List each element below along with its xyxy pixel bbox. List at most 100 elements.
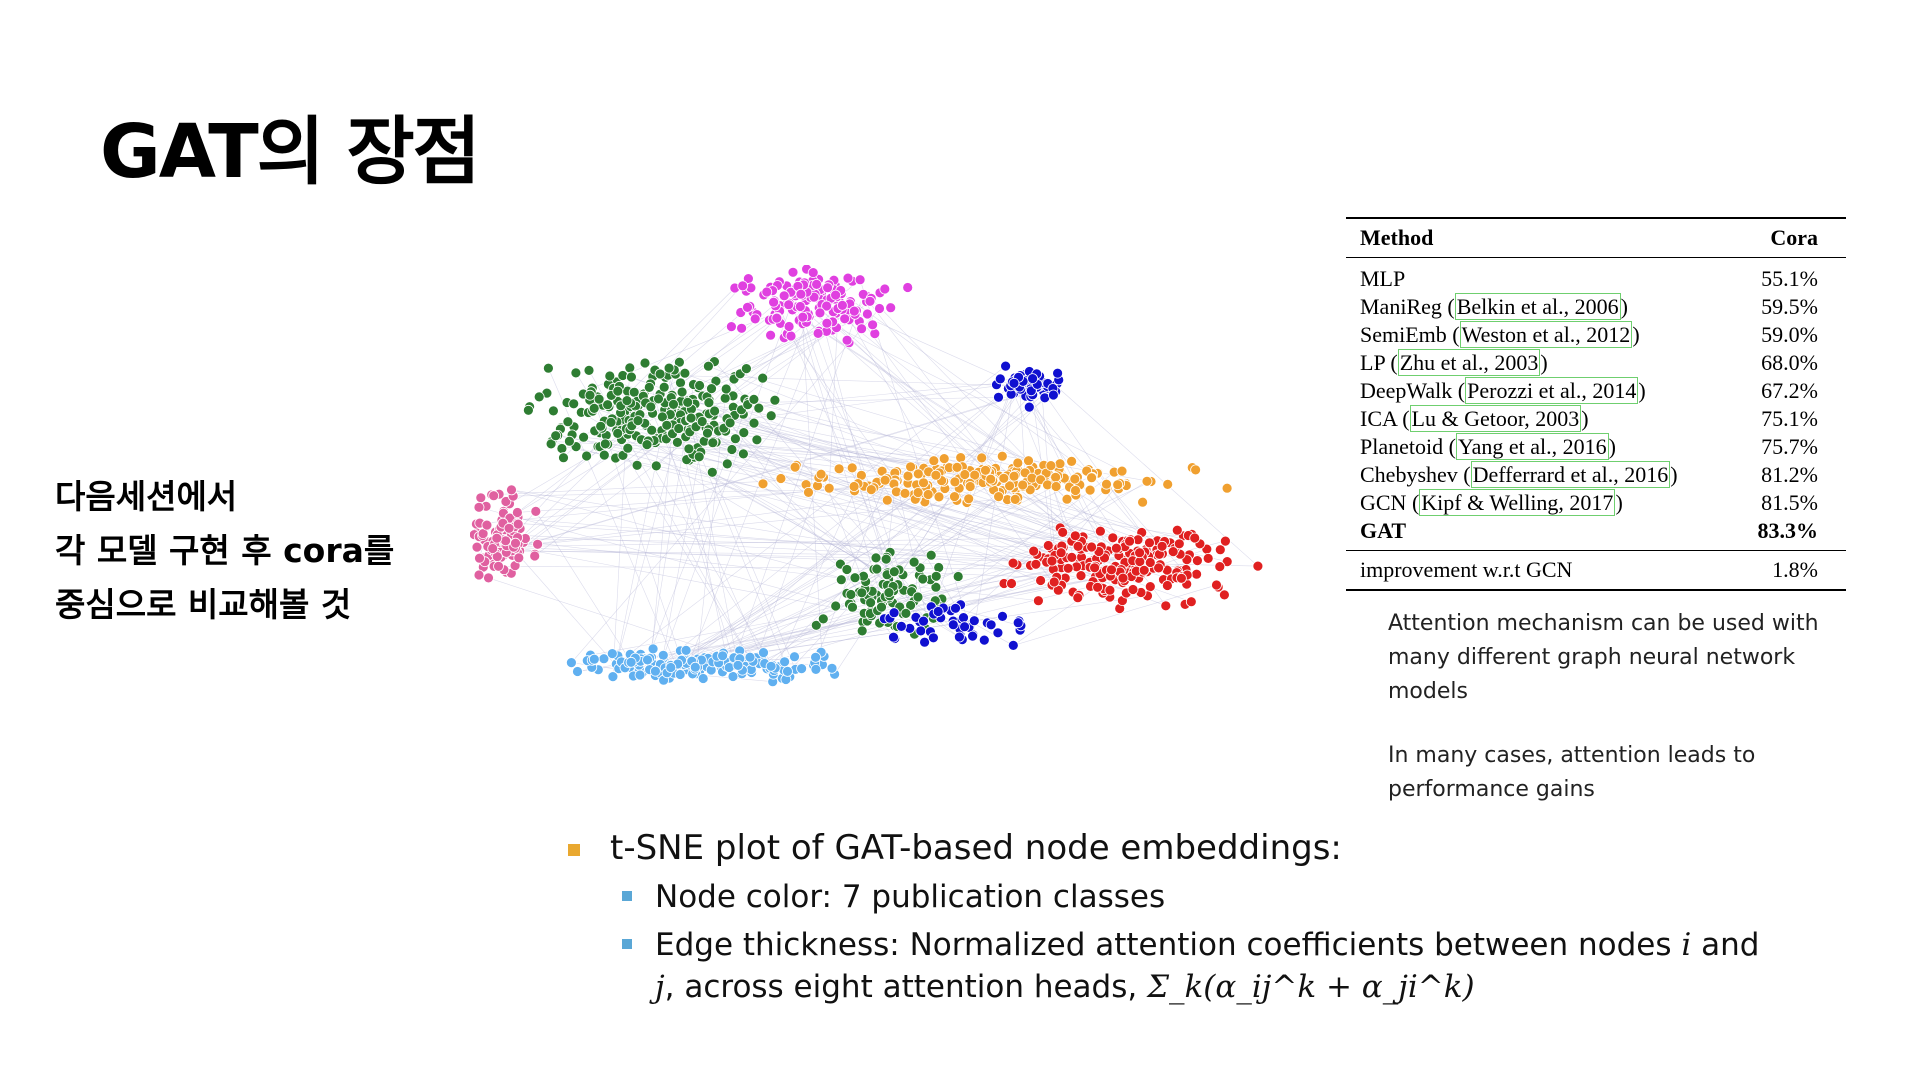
node-point	[958, 612, 969, 624]
node-point	[797, 311, 809, 323]
node-point	[727, 671, 739, 682]
math-var-i: i	[1681, 927, 1692, 963]
graph-edge	[661, 456, 700, 664]
node-point	[1042, 540, 1054, 551]
table-row-gat: GAT 83.3%	[1346, 517, 1846, 551]
node-point	[709, 405, 721, 417]
node-point	[572, 666, 583, 677]
graph-edge	[479, 536, 1039, 601]
node-point	[782, 665, 793, 677]
node-point	[879, 474, 891, 486]
node-point	[512, 507, 523, 518]
node-point	[885, 302, 897, 314]
graph-edge	[478, 506, 890, 619]
method-name: DeepWalk (Perozzi et al., 2014)	[1360, 377, 1646, 404]
graph-edge	[1012, 381, 1150, 544]
node-point	[953, 631, 965, 643]
table-row: MLP 55.1%	[1346, 258, 1846, 294]
node-point	[702, 360, 714, 372]
node-point	[778, 290, 790, 302]
node-point	[737, 448, 749, 460]
node-point	[867, 319, 879, 331]
node-point	[955, 452, 967, 464]
node-point	[888, 631, 899, 643]
node-point	[658, 381, 670, 393]
citation-link[interactable]: Belkin et al., 2006	[1454, 293, 1621, 320]
citation-link[interactable]: Perozzi et al., 2014	[1465, 377, 1639, 404]
notes: Attention mechanism can be used with man…	[1388, 607, 1848, 837]
cora-score: 75.1%	[1761, 406, 1818, 431]
node-point	[1000, 360, 1011, 372]
node-point	[980, 464, 991, 476]
node-point	[473, 501, 485, 513]
node-point	[789, 461, 801, 473]
note-text: Attention mechanism can be used with man…	[1388, 611, 1819, 704]
citation-link[interactable]: Kipf & Welling, 2017	[1419, 489, 1616, 516]
node-point	[1252, 560, 1264, 572]
node-point	[685, 412, 697, 424]
node-point	[665, 662, 677, 673]
graph-edge	[708, 365, 1158, 541]
citation-link[interactable]: Zhu et al., 2003	[1397, 349, 1541, 376]
node-point	[967, 630, 979, 642]
node-point	[556, 443, 568, 454]
node-point	[918, 615, 929, 627]
improvement-label: improvement w.r.t GCN	[1346, 550, 1732, 591]
node-point	[1141, 475, 1153, 487]
node-point	[919, 636, 931, 648]
graph-edge	[742, 481, 1152, 671]
node-point	[599, 438, 611, 450]
node-point	[1214, 544, 1226, 556]
graph-edge	[511, 489, 1057, 578]
node-point	[473, 569, 485, 581]
node-point	[1008, 377, 1020, 389]
node-point	[765, 660, 777, 672]
node-point	[1086, 541, 1097, 553]
graph-edge	[685, 420, 965, 475]
node-point	[717, 650, 729, 662]
citation-link[interactable]: Weston et al., 2012	[1459, 321, 1633, 348]
node-point	[861, 308, 873, 320]
node-point	[654, 368, 666, 380]
node-point	[1144, 557, 1156, 568]
node-point	[757, 478, 769, 490]
table-row: LP (Zhu et al., 2003) 68.0%	[1346, 349, 1846, 377]
node-point	[1046, 555, 1058, 567]
node-point	[650, 460, 662, 472]
node-point	[848, 305, 860, 317]
node-point	[488, 490, 500, 502]
node-point	[949, 476, 961, 488]
graph-edge	[838, 290, 1087, 472]
node-point	[732, 659, 744, 671]
citation-link[interactable]: Defferrard et al., 2016	[1470, 461, 1671, 488]
node-point	[912, 468, 924, 480]
node-point	[1171, 524, 1183, 536]
column-header-method: Method	[1346, 218, 1732, 258]
node-point	[994, 373, 1006, 385]
node-point	[1061, 493, 1073, 505]
graph-edge	[509, 517, 1177, 573]
side-note: 다음세션에서 각 모델 구현 후 cora를 중심으로 비교해볼 것	[55, 470, 394, 632]
node-point	[548, 405, 559, 417]
node-point	[912, 591, 924, 603]
method-name: GCN (Kipf & Welling, 2017)	[1360, 489, 1623, 516]
node-point	[830, 289, 842, 301]
node-point	[1173, 538, 1185, 550]
graph-edge	[1038, 386, 1142, 533]
node-point	[642, 654, 653, 666]
node-point	[1191, 568, 1202, 580]
graph-edge	[1013, 584, 1217, 646]
node-point	[725, 321, 737, 332]
node-point	[639, 357, 651, 369]
node-point	[888, 607, 900, 619]
bullet-sub-text: and	[1691, 927, 1760, 963]
citation-link[interactable]: Lu & Getoor, 2003	[1409, 405, 1582, 432]
node-point	[1072, 592, 1084, 604]
node-point	[720, 383, 732, 395]
node-point	[1027, 373, 1038, 384]
node-point	[1117, 572, 1129, 584]
citation-link[interactable]: Yang et al., 2016	[1455, 433, 1609, 460]
node-point	[562, 416, 574, 428]
node-point	[1116, 465, 1128, 477]
graph-edge	[887, 499, 1031, 566]
